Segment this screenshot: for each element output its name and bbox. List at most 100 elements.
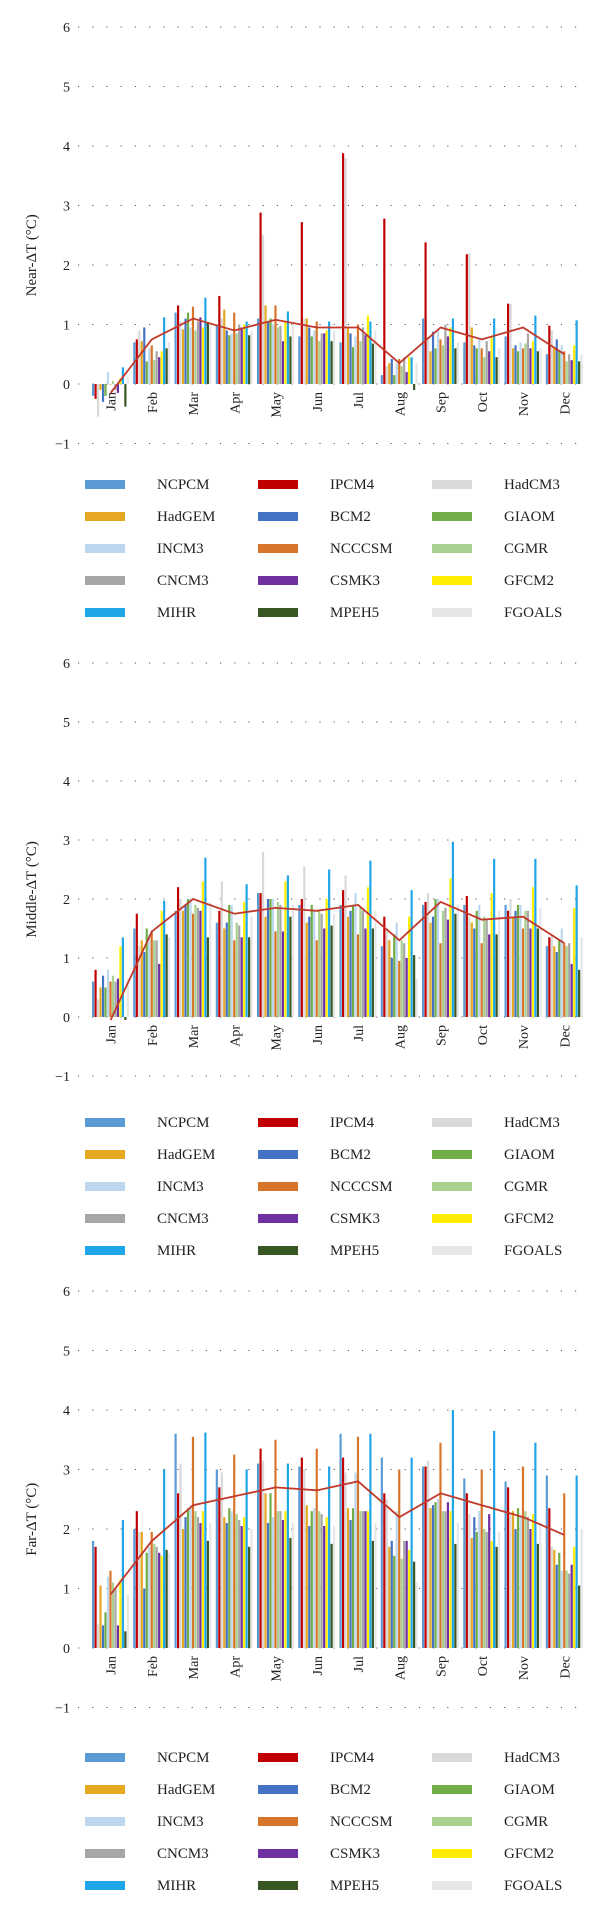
bar [114, 1588, 117, 1648]
bar [189, 1505, 192, 1648]
bar [303, 318, 306, 384]
bar [215, 324, 218, 384]
bar [318, 341, 321, 384]
bar [245, 321, 248, 384]
bar [415, 1582, 418, 1648]
bar [465, 896, 468, 1017]
legend-swatch [432, 1753, 472, 1762]
bar [454, 913, 457, 1017]
bar [463, 342, 466, 384]
bar [478, 1511, 481, 1648]
bar [349, 333, 352, 384]
bar [473, 345, 476, 384]
legend-label: NCCCSM [330, 1814, 393, 1830]
bar [165, 1549, 168, 1648]
legend-swatch [85, 480, 125, 489]
bar [519, 1517, 522, 1648]
legend-swatch [432, 1214, 472, 1223]
bar [545, 946, 548, 1017]
legend-label: MPEH5 [330, 605, 379, 621]
bar [424, 901, 427, 1017]
x-tick-label: Sep [435, 1656, 450, 1677]
legend: NCPCM IPCM4 HadCM3 HadGEM BCM2 GIAOM INCM3 NCCC… [85, 1750, 562, 1894]
bar [400, 940, 403, 1017]
bar [274, 931, 277, 1017]
bar [454, 1543, 457, 1648]
bar [449, 878, 452, 1017]
legend-swatch [258, 1182, 298, 1191]
bar [374, 1523, 377, 1648]
bar [361, 910, 365, 1017]
bar [410, 890, 413, 1017]
bar [475, 910, 478, 1017]
bar [248, 937, 251, 1017]
bar [124, 1631, 127, 1648]
bar [133, 1529, 136, 1648]
bar [356, 324, 360, 384]
bar [145, 928, 148, 1017]
y-tick-label: −1 [55, 1702, 70, 1717]
legend-label: BCM2 [330, 1147, 371, 1163]
legend-swatch [258, 1849, 298, 1858]
bar [101, 975, 105, 1017]
bar [388, 940, 391, 1017]
bar [228, 1508, 231, 1648]
bar [488, 934, 491, 1017]
bar [364, 335, 367, 384]
mean-line [109, 1480, 565, 1595]
bar [548, 325, 551, 384]
x-tick-label: Jul [352, 392, 367, 408]
bar [330, 341, 333, 384]
bar [444, 1511, 447, 1648]
bar [111, 1582, 115, 1648]
bar [320, 913, 323, 1017]
bar [126, 378, 129, 384]
bar [431, 331, 435, 384]
bar [431, 916, 435, 1017]
bar [274, 305, 277, 384]
bar [286, 311, 289, 384]
bar [94, 969, 97, 1017]
bar [116, 978, 120, 1017]
bar [99, 987, 102, 1017]
bar [465, 254, 468, 384]
bar [330, 1543, 333, 1648]
bar [323, 333, 326, 384]
legend-label: NCCCSM [330, 1179, 393, 1195]
bar [300, 222, 303, 384]
bar [124, 384, 127, 407]
y-tick-label: 5 [63, 1345, 70, 1360]
legend-label: GFCM2 [504, 1846, 554, 1862]
bar [119, 1579, 122, 1648]
bar [243, 1517, 246, 1648]
bar [238, 324, 241, 384]
x-tick-label: Feb [146, 1656, 161, 1677]
bar [385, 928, 388, 1017]
bar [271, 899, 275, 1017]
bar [223, 1517, 226, 1648]
x-tick-label: Jun [311, 392, 326, 411]
legend-swatch [432, 512, 472, 521]
bar [434, 1502, 437, 1648]
x-tick-label: Sep [435, 392, 450, 413]
bar [209, 901, 212, 1017]
bar [323, 1526, 326, 1648]
bar [548, 1508, 551, 1648]
bar [422, 1466, 425, 1648]
bar [153, 360, 156, 384]
legend-label: GIAOM [504, 509, 555, 525]
bar [121, 937, 124, 1017]
y-tick-label: 1 [63, 319, 70, 334]
bar [259, 212, 262, 384]
bar [184, 1517, 187, 1648]
legend-label: CSMK3 [330, 1211, 380, 1227]
legend-swatch [258, 512, 298, 521]
legend-label: GIAOM [504, 1782, 555, 1798]
bar [410, 1457, 413, 1648]
bar [493, 318, 496, 384]
bar [250, 1529, 253, 1648]
bar [473, 1517, 476, 1648]
bar [385, 366, 388, 384]
x-tick-label: Aug [393, 1656, 408, 1680]
